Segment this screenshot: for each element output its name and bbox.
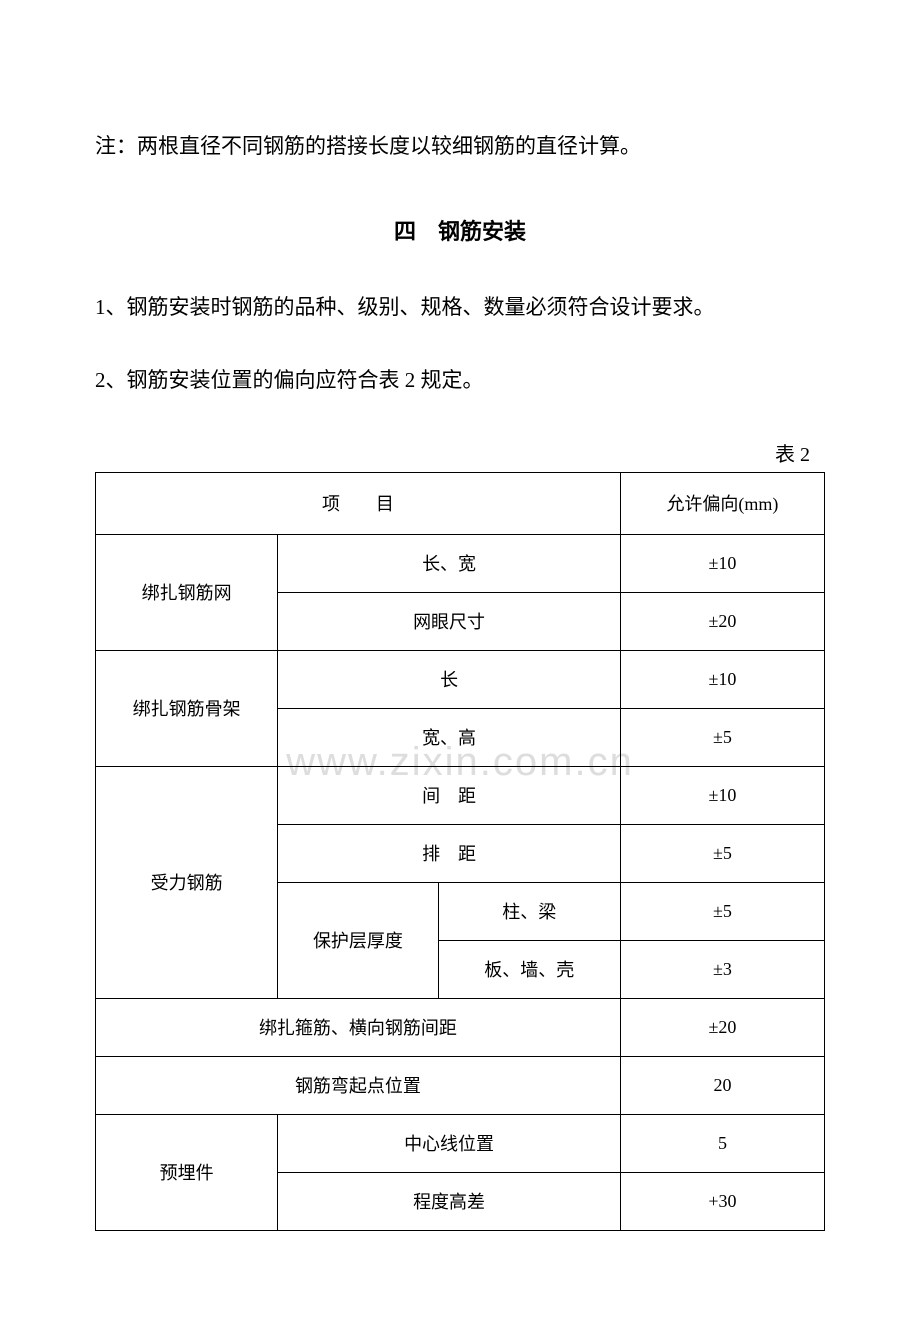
tolerance-table: 项 目 允许偏向(mm) 绑扎钢筋网 长、宽 ±10 网眼尺寸 ±20 绑扎钢筋… <box>95 472 825 1231</box>
tolerance-cell: ±3 <box>620 940 824 998</box>
section-title: 四 钢筋安装 <box>95 214 825 246</box>
table-row: 钢筋弯起点位置 20 <box>96 1056 825 1114</box>
full-desc-cell: 钢筋弯起点位置 <box>96 1056 621 1114</box>
tolerance-cell: ±10 <box>620 766 824 824</box>
subcategory-cell: 保护层厚度 <box>278 882 438 998</box>
table-row: 受力钢筋 间 距 ±10 <box>96 766 825 824</box>
desc-cell: 中心线位置 <box>278 1114 621 1172</box>
page-container: www.zixin.com.cn 注：两根直径不同钢筋的搭接长度以较细钢筋的直径… <box>95 130 825 1231</box>
desc-cell: 程度高差 <box>278 1172 621 1230</box>
desc-cell: 板、墙、壳 <box>438 940 620 998</box>
table-row: 绑扎钢筋网 长、宽 ±10 <box>96 534 825 592</box>
table-header-row: 项 目 允许偏向(mm) <box>96 472 825 534</box>
desc-cell: 网眼尺寸 <box>278 592 621 650</box>
item-2-text: 2、钢筋安装位置的偏向应符合表 2 规定。 <box>95 364 825 398</box>
tolerance-cell: +30 <box>620 1172 824 1230</box>
tolerance-cell: ±20 <box>620 998 824 1056</box>
desc-cell: 柱、梁 <box>438 882 620 940</box>
desc-cell: 排 距 <box>278 824 621 882</box>
desc-cell: 长 <box>278 650 621 708</box>
category-cell: 绑扎钢筋网 <box>96 534 278 650</box>
table-row: 预埋件 中心线位置 5 <box>96 1114 825 1172</box>
note-text: 注：两根直径不同钢筋的搭接长度以较细钢筋的直径计算。 <box>95 130 825 164</box>
tolerance-cell: ±20 <box>620 592 824 650</box>
category-cell: 预埋件 <box>96 1114 278 1230</box>
desc-cell: 宽、高 <box>278 708 621 766</box>
table-row: 绑扎箍筋、横向钢筋间距 ±20 <box>96 998 825 1056</box>
tolerance-cell: 20 <box>620 1056 824 1114</box>
header-tolerance: 允许偏向(mm) <box>620 472 824 534</box>
item-1-text: 1、钢筋安装时钢筋的品种、级别、规格、数量必须符合设计要求。 <box>95 291 825 325</box>
tolerance-cell: ±5 <box>620 708 824 766</box>
tolerance-cell: ±10 <box>620 650 824 708</box>
tolerance-cell: ±5 <box>620 882 824 940</box>
full-desc-cell: 绑扎箍筋、横向钢筋间距 <box>96 998 621 1056</box>
desc-cell: 长、宽 <box>278 534 621 592</box>
desc-cell: 间 距 <box>278 766 621 824</box>
tolerance-cell: 5 <box>620 1114 824 1172</box>
category-cell: 绑扎钢筋骨架 <box>96 650 278 766</box>
tolerance-cell: ±10 <box>620 534 824 592</box>
category-cell: 受力钢筋 <box>96 766 278 998</box>
table-label: 表 2 <box>95 438 825 467</box>
tolerance-cell: ±5 <box>620 824 824 882</box>
table-row: 绑扎钢筋骨架 长 ±10 <box>96 650 825 708</box>
header-item: 项 目 <box>96 472 621 534</box>
